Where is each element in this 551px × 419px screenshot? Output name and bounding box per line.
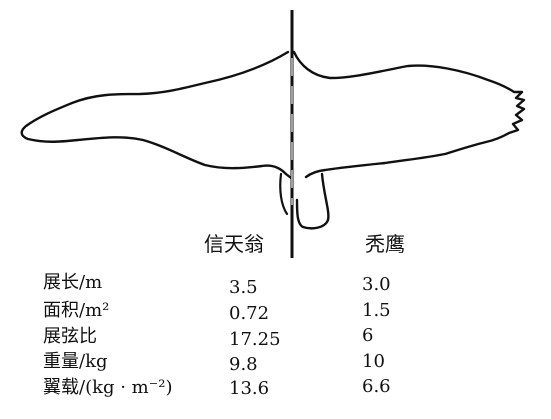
- albatross-value: 3.5: [229, 277, 258, 298]
- eagle-value: 1.5: [362, 300, 391, 321]
- eagle-value: 6.6: [362, 376, 391, 397]
- albatross-wing-outline: [20, 50, 293, 180]
- row-label: 面积/m²: [43, 300, 109, 321]
- row-label: 重量/kg: [43, 351, 108, 372]
- eagle-value: 6: [362, 325, 373, 346]
- column-header-albatross: 信天翁: [204, 232, 264, 256]
- row-label: 展弦比: [43, 326, 97, 347]
- albatross-value: 9.8: [229, 354, 258, 375]
- eagle-value: 3.0: [362, 274, 391, 295]
- row-label: 翼载/(kg · m⁻²): [43, 377, 173, 398]
- column-header-eagle: 秃鹰: [365, 232, 405, 256]
- eagle-value: 10: [362, 351, 385, 372]
- eagle-tail-outline: [295, 172, 330, 230]
- row-label: 展长/m: [43, 272, 102, 293]
- albatross-value: 13.6: [229, 378, 269, 399]
- albatross-value: 0.72: [229, 303, 269, 324]
- albatross-value: 17.25: [229, 329, 281, 350]
- albatross-tail-outline: [279, 172, 289, 216]
- eagle-wing-outline: [292, 50, 526, 179]
